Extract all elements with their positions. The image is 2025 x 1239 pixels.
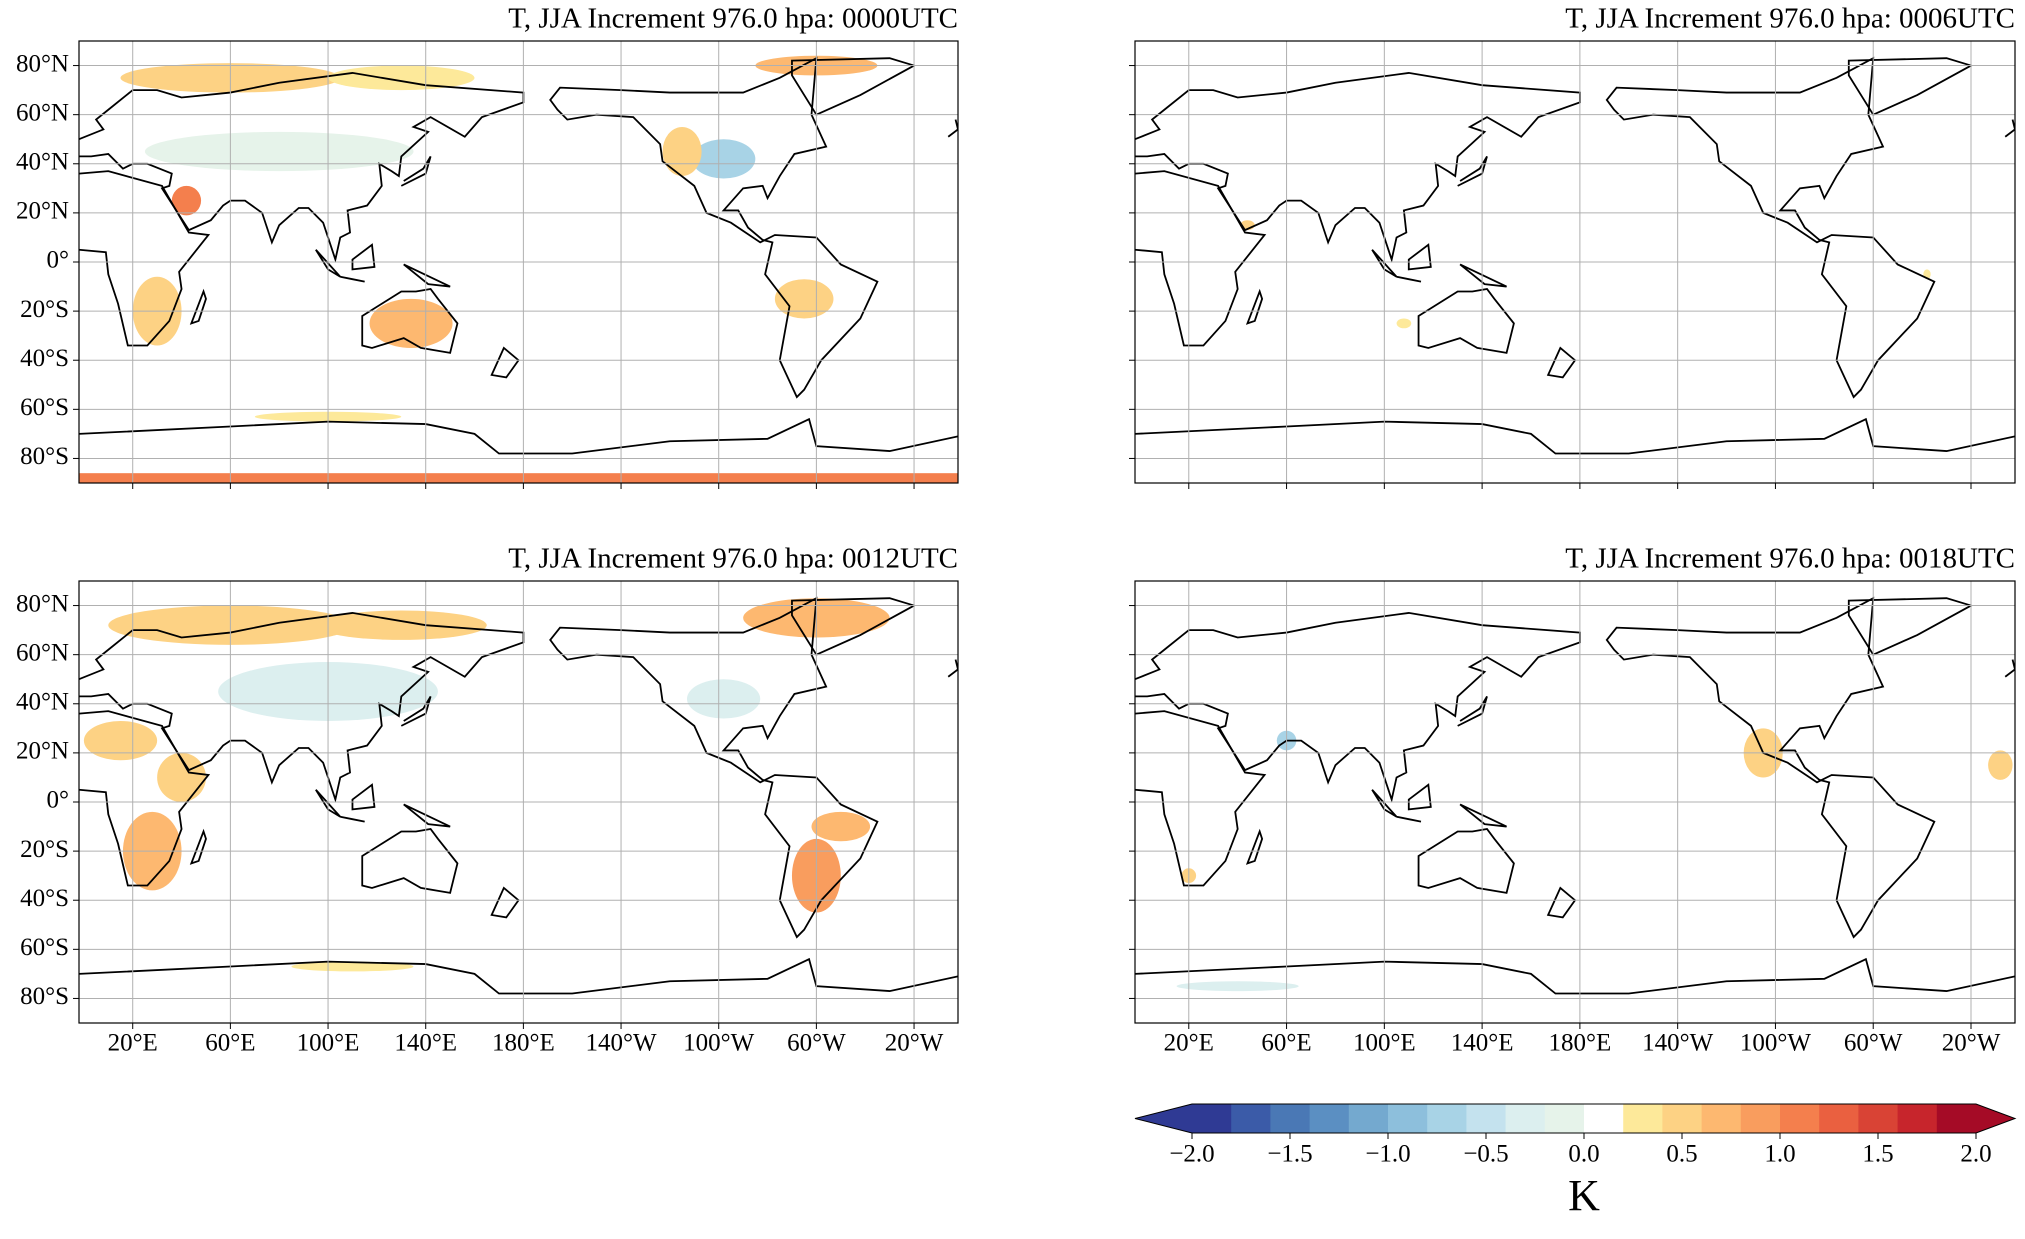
colorbar-segment [1466, 1104, 1507, 1133]
panels [79, 55, 2015, 994]
lon-tick-label: 100°E [297, 1030, 360, 1057]
lat-tick-label: 60°S [20, 934, 69, 961]
colorbar-segment [1623, 1104, 1663, 1133]
colorbar-segment [1780, 1104, 1820, 1133]
map-field [1135, 58, 2015, 453]
panel-frame [1134, 580, 2016, 1024]
lon-tick-label: 140°E [394, 1030, 457, 1057]
panel-title: T, JJA Increment 976.0 hpa: 0000UTC [508, 3, 958, 35]
lon-tick-label: 140°W [586, 1030, 657, 1057]
panel-title: T, JJA Increment 976.0 hpa: 0006UTC [1565, 3, 2015, 35]
lon-tick-label: 100°W [1740, 1030, 1811, 1057]
lat-tick-label: 80°S [20, 443, 69, 470]
colorbar-segment [1936, 1104, 1977, 1133]
colorbar-segment [1858, 1104, 1899, 1133]
lat-tick-label: 20°N [16, 738, 69, 765]
panel-title: T, JJA Increment 976.0 hpa: 0012UTC [508, 543, 958, 575]
colorbar-segment [1740, 1104, 1781, 1133]
colorbar-segment [1270, 1104, 1311, 1133]
colorbar-tick-label: 1.5 [1862, 1141, 1893, 1168]
colorbar-segment [1231, 1104, 1271, 1133]
lat-tick-label: 60°N [16, 639, 69, 666]
colorbar-tick-label: −2.0 [1169, 1141, 1214, 1168]
lon-tick-label: 20°W [885, 1030, 944, 1057]
lon-tick-label: 100°E [1353, 1030, 1416, 1057]
lon-tick-label: 60°W [1844, 1030, 1903, 1057]
colorbar-segment [1309, 1104, 1350, 1133]
colorbar-extend [1135, 1104, 1192, 1133]
lat-tick-label: 40°S [20, 885, 69, 912]
lat-tick-label: 80°N [16, 50, 69, 77]
lon-tick-label: 20°E [108, 1030, 158, 1057]
lat-tick-label: 80°N [16, 590, 69, 617]
lon-tick-label: 20°W [1942, 1030, 2001, 1057]
lat-tick-label: 0° [47, 247, 70, 274]
colorbar-tick-label: −1.0 [1365, 1141, 1410, 1168]
panel-frame [1134, 40, 2016, 484]
colorbar-tick-label: 1.0 [1764, 1141, 1795, 1168]
lon-tick-label: 100°W [683, 1030, 754, 1057]
lon-tick-label: 140°W [1642, 1030, 1713, 1057]
lon-tick-label: 140°E [1451, 1030, 1514, 1057]
colorbar-segment [1505, 1104, 1546, 1133]
colorbar-segment [1584, 1104, 1624, 1133]
colorbar-segment [1348, 1104, 1389, 1133]
lon-tick-label: 60°W [787, 1030, 846, 1057]
colorbar-segment [1192, 1104, 1232, 1133]
lon-tick-label: 20°E [1164, 1030, 1214, 1057]
colorbar-label: K [1568, 1171, 1600, 1220]
colorbar-segment [1819, 1104, 1859, 1133]
lat-tick-label: 20°S [20, 296, 69, 323]
lon-tick-label: 180°E [1548, 1030, 1611, 1057]
colorbar-segment [1388, 1104, 1428, 1133]
lat-tick-label: 40°N [16, 149, 69, 176]
colorbar-tick-label: 0.5 [1666, 1141, 1697, 1168]
lat-tick-label: 20°S [20, 836, 69, 863]
lat-tick-label: 60°S [20, 394, 69, 421]
colorbar-segment [1544, 1104, 1585, 1133]
map-field [1135, 598, 2015, 993]
panel-title: T, JJA Increment 976.0 hpa: 0018UTC [1565, 543, 2015, 575]
colorbar-tick-label: 2.0 [1960, 1141, 1991, 1168]
lat-tick-label: 40°N [16, 689, 69, 716]
panel-frame [78, 40, 959, 484]
colorbar-segment [1897, 1104, 1938, 1133]
map-field [79, 598, 958, 993]
map-field [79, 55, 958, 483]
colorbar-tick-label: −0.5 [1463, 1141, 1508, 1168]
colorbar-tick-label: −1.5 [1267, 1141, 1312, 1168]
lon-tick-label: 60°E [1261, 1030, 1311, 1057]
lon-tick-label: 60°E [205, 1030, 255, 1057]
colorbar-extend [1976, 1104, 2015, 1133]
lat-tick-label: 60°N [16, 99, 69, 126]
colorbar-segment [1427, 1104, 1467, 1133]
lat-tick-label: 80°S [20, 983, 69, 1010]
lat-tick-label: 20°N [16, 198, 69, 225]
colorbar-tick-label: 0.0 [1568, 1141, 1599, 1168]
colorbar-segment [1701, 1104, 1742, 1133]
panel-frame [78, 580, 959, 1024]
colorbar-segment [1662, 1104, 1703, 1133]
lon-tick-label: 180°E [492, 1030, 555, 1057]
lat-tick-label: 40°S [20, 345, 69, 372]
lat-tick-label: 0° [47, 787, 70, 814]
